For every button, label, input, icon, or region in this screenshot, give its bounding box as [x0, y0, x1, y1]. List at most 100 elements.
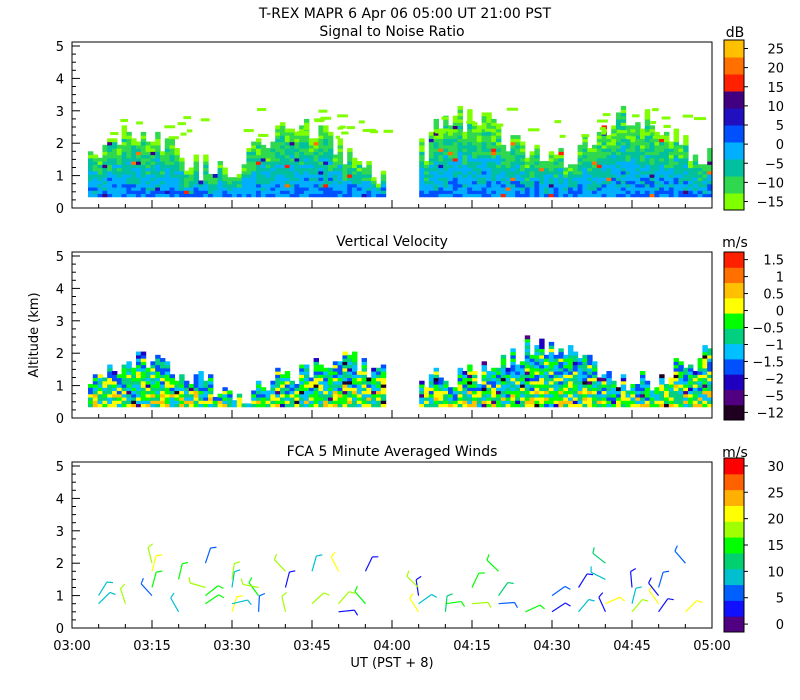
heatmap-cell	[448, 131, 454, 136]
heatmap-cell	[140, 173, 147, 178]
heatmap-cell	[524, 364, 531, 369]
heatmap-cell	[553, 190, 559, 195]
wind-barb-flag	[619, 596, 626, 602]
heatmap-cell	[515, 148, 521, 152]
heatmap-cell	[649, 170, 655, 175]
heatmap-cell	[486, 183, 492, 188]
heatmap-cell	[548, 374, 555, 379]
heatmap-cell	[524, 186, 531, 191]
heatmap-cell	[678, 161, 684, 165]
heatmap-cell	[601, 128, 607, 133]
heatmap-cell	[265, 154, 271, 159]
heatmap-cell	[438, 393, 444, 398]
heatmap-cell	[616, 161, 622, 165]
heatmap-cell	[337, 151, 343, 156]
heatmap-cell	[126, 161, 132, 165]
heatmap-cell	[294, 396, 300, 401]
heatmap-cell	[318, 367, 324, 372]
heatmap-cell	[558, 151, 564, 156]
heatmap-cell	[136, 387, 142, 392]
heatmap-cell	[155, 164, 161, 169]
heatmap-cell	[515, 364, 521, 369]
heatmap-cell	[462, 141, 468, 146]
heatmap-cell	[654, 400, 660, 405]
heatmap-cell	[136, 183, 142, 188]
heatmap-cell	[260, 387, 267, 392]
heatmap-cell	[534, 186, 540, 191]
wind-barb-shaft	[590, 571, 606, 580]
heatmap-cell	[673, 148, 679, 152]
heatmap-cell	[596, 400, 603, 405]
heatmap-cell	[188, 393, 195, 398]
heatmap-cell	[644, 387, 651, 392]
heatmap-cell	[121, 383, 127, 388]
heatmap-cell	[232, 180, 238, 185]
heatmap-cell	[92, 190, 99, 195]
heatmap-cell	[457, 151, 463, 156]
heatmap-cell	[678, 177, 684, 182]
heatmap-cell	[251, 186, 257, 191]
heatmap-cell	[150, 377, 156, 382]
heatmap-cell	[208, 173, 214, 178]
heatmap-cell	[169, 377, 175, 382]
heatmap-cell	[563, 170, 569, 175]
heatmap-cell	[203, 173, 209, 178]
heatmap-cell	[620, 135, 627, 139]
heatmap-cell	[428, 374, 435, 379]
heatmap-cell	[251, 403, 257, 408]
heatmap-cell	[568, 393, 574, 398]
heatmap-cell	[558, 400, 564, 405]
heatmap-cell	[97, 177, 103, 182]
heatmap-cell	[673, 390, 679, 395]
heatmap-cell	[304, 177, 310, 182]
heatmap-cell	[227, 177, 233, 182]
heatmap-cell	[659, 170, 665, 175]
heatmap-cell	[707, 383, 713, 388]
colorbar-label: −5	[765, 157, 784, 172]
heatmap-cell	[558, 371, 564, 375]
heatmap-cell	[208, 193, 214, 198]
heatmap-cell	[702, 354, 708, 359]
heatmap-cell	[472, 164, 478, 169]
heatmap-cell	[620, 144, 627, 149]
heatmap-cell	[515, 173, 521, 178]
heatmap-cell	[443, 148, 449, 152]
heatmap-cell	[169, 164, 175, 169]
heatmap-cell	[188, 173, 195, 178]
heatmap-cell	[289, 186, 295, 191]
heatmap-cell	[539, 345, 545, 349]
heatmap-cell	[112, 180, 118, 185]
heatmap-cell	[376, 367, 382, 372]
heatmap-cell	[544, 377, 550, 382]
heatmap-cell	[640, 400, 646, 405]
heatmap-cell	[692, 193, 699, 198]
heatmap-cell	[630, 396, 636, 401]
heatmap-cell	[630, 131, 636, 136]
heatmap-cell	[97, 167, 103, 172]
heatmap-cell	[707, 400, 713, 405]
heatmap-cell	[568, 383, 574, 388]
heatmap-cell	[649, 128, 655, 133]
heatmap-cell	[294, 190, 300, 195]
heatmap-cell	[88, 170, 94, 175]
wind-barb-flag	[106, 581, 113, 584]
heatmap-cell	[606, 180, 612, 185]
heatmap-cell	[467, 177, 473, 182]
heatmap-cell	[308, 183, 315, 188]
heatmap-cell	[452, 115, 459, 120]
colorbar-label: 0.5	[763, 288, 784, 303]
heatmap-cell	[260, 177, 267, 182]
heatmap-cell	[236, 396, 243, 401]
heatmap-cell	[510, 157, 516, 162]
heatmap-cell	[328, 367, 334, 372]
heatmap-cell	[452, 173, 459, 178]
heatmap-cell	[606, 396, 612, 401]
heatmap-cell	[208, 393, 214, 398]
wind-barb-shaft	[498, 601, 515, 605]
heatmap-cell	[275, 141, 281, 146]
heatmap-cell	[150, 151, 156, 156]
heatmap-cell	[294, 390, 300, 395]
heatmap-cell	[491, 131, 497, 136]
heatmap-cell	[476, 141, 483, 146]
